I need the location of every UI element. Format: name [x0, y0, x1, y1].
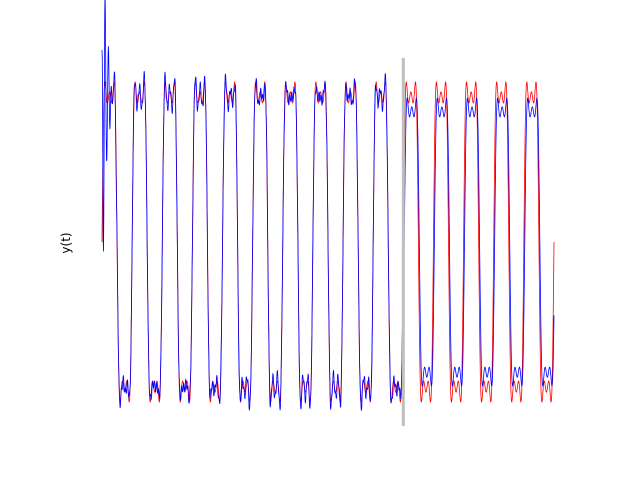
- prediction-series-line: [101, 0, 555, 411]
- series-layer: [101, 0, 555, 411]
- y-axis-label: y(t): [59, 232, 73, 253]
